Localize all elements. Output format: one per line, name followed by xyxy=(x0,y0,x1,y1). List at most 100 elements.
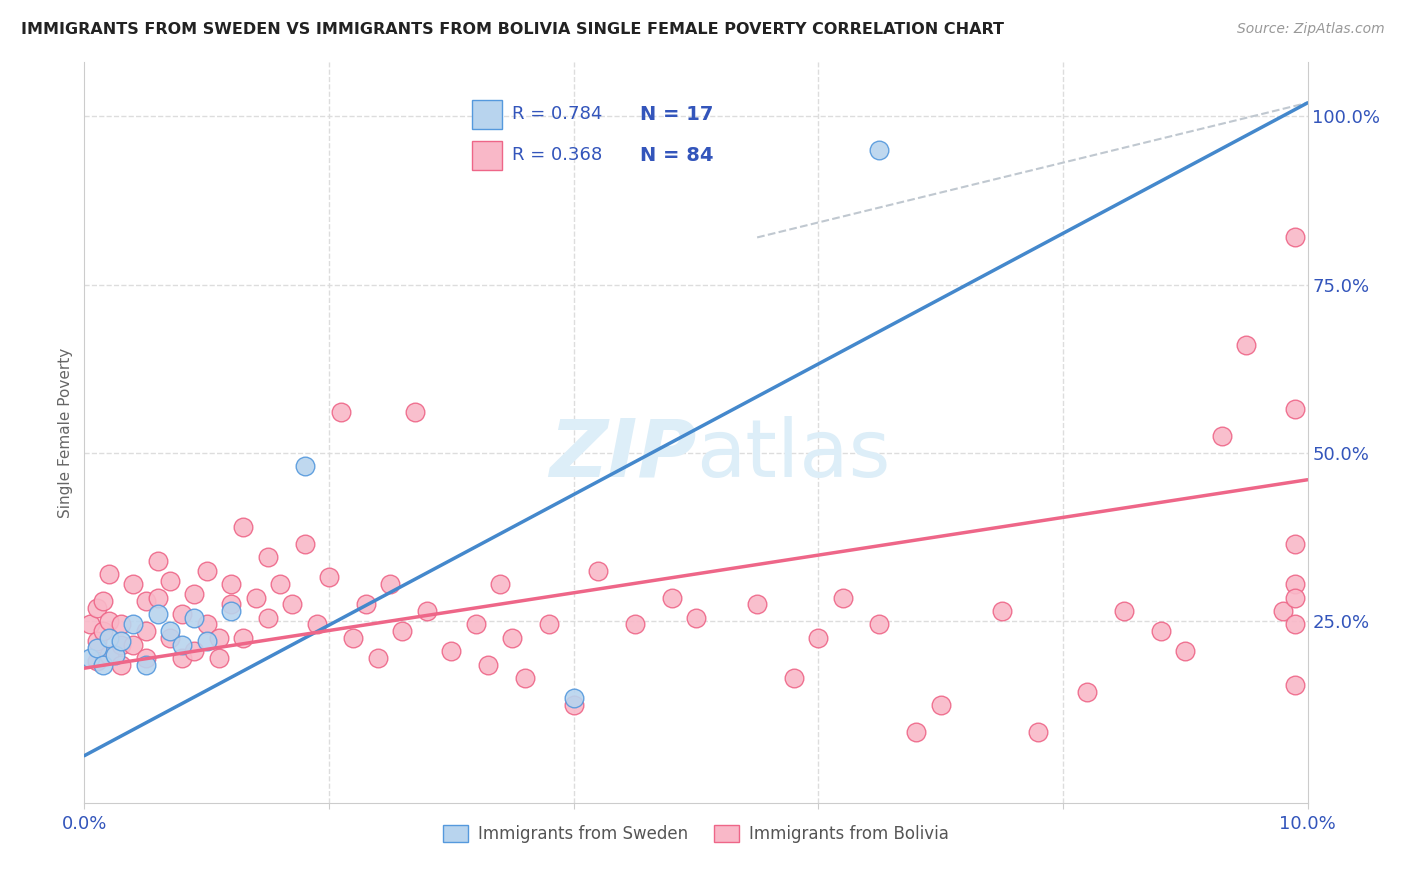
Y-axis label: Single Female Poverty: Single Female Poverty xyxy=(58,348,73,517)
Point xyxy=(232,520,254,534)
Point xyxy=(97,614,120,628)
Point xyxy=(269,577,291,591)
Point xyxy=(257,611,280,625)
Point xyxy=(538,617,561,632)
Point xyxy=(305,617,328,632)
Point xyxy=(110,634,132,648)
Point xyxy=(489,577,512,591)
Point xyxy=(294,536,316,550)
Point xyxy=(391,624,413,639)
Point xyxy=(97,648,120,662)
Point xyxy=(104,648,127,662)
Point xyxy=(294,459,316,474)
Point xyxy=(86,600,108,615)
Point xyxy=(245,591,267,605)
Point xyxy=(219,597,242,611)
Point xyxy=(1236,338,1258,352)
Point xyxy=(135,624,157,639)
Point xyxy=(232,631,254,645)
Point xyxy=(747,597,769,611)
Point xyxy=(831,591,853,605)
Point xyxy=(110,638,132,652)
Point xyxy=(146,591,169,605)
Point xyxy=(97,631,120,645)
Point xyxy=(342,631,364,645)
Point xyxy=(661,591,683,605)
Point xyxy=(1284,402,1306,417)
Point xyxy=(367,651,389,665)
Point xyxy=(86,640,108,655)
Point xyxy=(1150,624,1173,639)
Point xyxy=(159,631,181,645)
Point xyxy=(869,617,891,632)
Point xyxy=(513,671,536,685)
Point xyxy=(219,577,242,591)
Point xyxy=(219,604,242,618)
Point xyxy=(1284,678,1306,692)
Point xyxy=(91,657,114,672)
Point xyxy=(135,651,157,665)
Text: atlas: atlas xyxy=(696,416,890,494)
Point xyxy=(807,631,830,645)
Point xyxy=(146,553,169,567)
Point xyxy=(464,617,486,632)
Point xyxy=(1076,685,1098,699)
Point xyxy=(86,655,108,669)
Point xyxy=(685,611,707,625)
Point xyxy=(624,617,647,632)
Point xyxy=(562,698,585,713)
Point xyxy=(172,651,194,665)
Point xyxy=(110,617,132,632)
Point xyxy=(1028,725,1050,739)
Point xyxy=(318,570,340,584)
Point xyxy=(135,657,157,672)
Point xyxy=(1284,536,1306,550)
Point xyxy=(869,143,891,157)
Point xyxy=(159,624,181,639)
Point xyxy=(330,405,353,419)
Point xyxy=(1284,617,1306,632)
Point xyxy=(783,671,806,685)
Legend: Immigrants from Sweden, Immigrants from Bolivia: Immigrants from Sweden, Immigrants from … xyxy=(437,819,955,850)
Point xyxy=(586,564,609,578)
Point xyxy=(195,564,218,578)
Point xyxy=(195,617,218,632)
Point xyxy=(86,634,108,648)
Point xyxy=(257,550,280,565)
Point xyxy=(195,634,218,648)
Point xyxy=(208,651,231,665)
Point xyxy=(208,631,231,645)
Point xyxy=(1211,429,1233,443)
Point xyxy=(97,566,120,581)
Point xyxy=(1284,591,1306,605)
Point xyxy=(1174,644,1197,658)
Point xyxy=(183,644,205,658)
Point xyxy=(79,651,101,665)
Point xyxy=(135,594,157,608)
Point xyxy=(159,574,181,588)
Text: IMMIGRANTS FROM SWEDEN VS IMMIGRANTS FROM BOLIVIA SINGLE FEMALE POVERTY CORRELAT: IMMIGRANTS FROM SWEDEN VS IMMIGRANTS FRO… xyxy=(21,22,1004,37)
Point xyxy=(416,604,439,618)
Point xyxy=(1284,230,1306,244)
Point xyxy=(281,597,304,611)
Point xyxy=(172,638,194,652)
Point xyxy=(440,644,463,658)
Point xyxy=(122,577,145,591)
Point xyxy=(110,657,132,672)
Point xyxy=(991,604,1014,618)
Point xyxy=(91,594,114,608)
Point xyxy=(1284,577,1306,591)
Text: Source: ZipAtlas.com: Source: ZipAtlas.com xyxy=(1237,22,1385,37)
Point xyxy=(929,698,952,713)
Point xyxy=(183,611,205,625)
Point xyxy=(122,617,145,632)
Point xyxy=(79,617,101,632)
Point xyxy=(146,607,169,622)
Point xyxy=(404,405,426,419)
Point xyxy=(354,597,377,611)
Point xyxy=(502,631,524,645)
Point xyxy=(172,607,194,622)
Point xyxy=(562,691,585,706)
Point xyxy=(122,638,145,652)
Point xyxy=(183,587,205,601)
